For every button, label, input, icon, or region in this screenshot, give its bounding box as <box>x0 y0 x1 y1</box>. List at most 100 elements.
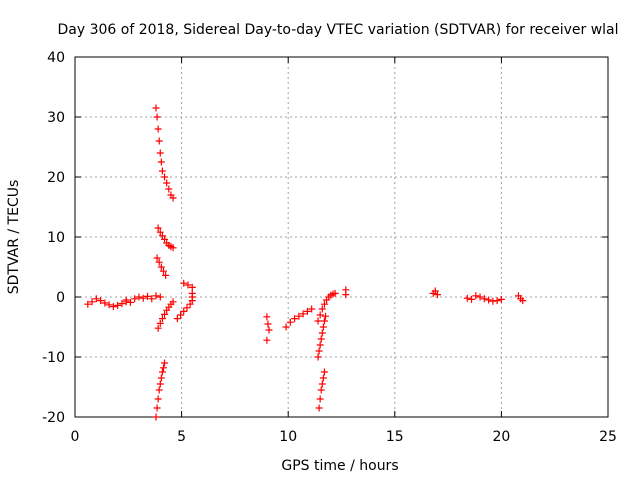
data-point <box>186 300 194 308</box>
data-point <box>463 294 471 302</box>
data-point <box>157 263 165 271</box>
data-point <box>157 374 165 382</box>
x-tick-label: 15 <box>386 429 404 445</box>
series-arc-13 <box>314 312 330 361</box>
y-tick-label: 30 <box>47 110 65 126</box>
data-point <box>92 295 100 303</box>
series-arc-15 <box>342 286 350 299</box>
data-point <box>152 292 160 300</box>
data-point <box>318 380 326 388</box>
data-point <box>118 300 126 308</box>
x-tick-label: 20 <box>492 429 510 445</box>
y-tick-label: 20 <box>47 170 65 186</box>
data-point <box>156 228 164 236</box>
data-point <box>159 267 167 275</box>
data-point <box>163 179 171 187</box>
x-tick-label: 0 <box>71 429 80 445</box>
data-point <box>519 297 527 305</box>
data-point <box>156 149 164 157</box>
data-point <box>183 304 191 312</box>
data-points <box>84 104 527 421</box>
data-point <box>154 125 162 133</box>
data-point <box>316 395 324 403</box>
data-point <box>173 315 181 323</box>
grid <box>75 57 608 417</box>
data-point <box>342 286 350 294</box>
data-point <box>162 271 170 279</box>
data-point <box>152 413 160 421</box>
data-point <box>143 292 151 300</box>
series-arc-4 <box>154 224 177 252</box>
data-point <box>319 323 327 331</box>
data-point <box>158 315 166 323</box>
data-point <box>315 347 323 355</box>
data-point <box>320 368 328 376</box>
data-point <box>156 293 164 301</box>
data-point <box>153 113 161 121</box>
data-point <box>319 374 327 382</box>
data-point <box>180 279 188 287</box>
data-point <box>320 317 328 325</box>
data-point <box>317 335 325 343</box>
data-point <box>154 224 162 232</box>
x-axis-label: GPS time / hours <box>281 458 398 474</box>
data-point <box>180 307 188 315</box>
data-point <box>295 312 303 320</box>
x-tick-label: 10 <box>279 429 297 445</box>
data-point <box>155 258 163 266</box>
y-axis-label: SDTVAR / TECUs <box>6 180 22 295</box>
data-point <box>154 395 162 403</box>
data-point <box>158 232 166 240</box>
series-arc-9 <box>180 279 196 291</box>
series-arc-2 <box>122 292 164 306</box>
data-point <box>158 368 166 376</box>
data-point <box>303 307 311 315</box>
data-point <box>105 301 113 309</box>
data-point <box>122 296 130 304</box>
data-point <box>263 336 271 344</box>
data-point <box>485 296 493 304</box>
data-point <box>315 404 323 412</box>
data-point <box>153 254 161 262</box>
data-point <box>161 173 169 181</box>
data-point <box>88 298 96 306</box>
data-point <box>153 404 161 412</box>
data-point <box>493 297 501 305</box>
data-point <box>169 194 177 202</box>
series-arc-10 <box>263 313 273 344</box>
series-arc-8 <box>173 289 196 323</box>
y-tick-label: 40 <box>47 50 65 66</box>
data-point <box>169 298 177 306</box>
data-point <box>308 305 316 313</box>
data-point <box>184 281 192 289</box>
data-point <box>320 300 328 308</box>
axis-ticks: 0 5 10 15 20 25 -20 -10 0 10 20 30 40 <box>42 50 617 445</box>
data-point <box>299 310 307 318</box>
series-arc-16 <box>429 287 441 299</box>
x-tick-label: 25 <box>599 429 617 445</box>
y-tick-label: 10 <box>47 230 65 246</box>
data-point <box>131 295 139 303</box>
data-point <box>314 353 322 361</box>
data-point <box>157 158 165 166</box>
x-tick-label: 5 <box>177 429 186 445</box>
data-point <box>97 297 105 305</box>
data-point <box>156 380 164 388</box>
data-point <box>169 244 177 252</box>
data-point <box>154 324 162 332</box>
data-point <box>139 294 147 302</box>
data-point <box>264 320 272 328</box>
data-point <box>431 287 439 295</box>
data-point <box>497 295 505 303</box>
series-arc-6 <box>154 298 177 332</box>
data-point <box>114 301 122 309</box>
data-point <box>318 305 326 313</box>
data-point <box>84 300 92 308</box>
data-point <box>161 310 169 318</box>
data-point <box>316 311 324 319</box>
data-point <box>317 386 325 394</box>
data-point <box>318 329 326 337</box>
series-arc-11 <box>282 305 316 331</box>
y-tick-label: -10 <box>42 350 65 366</box>
data-point <box>291 315 299 323</box>
